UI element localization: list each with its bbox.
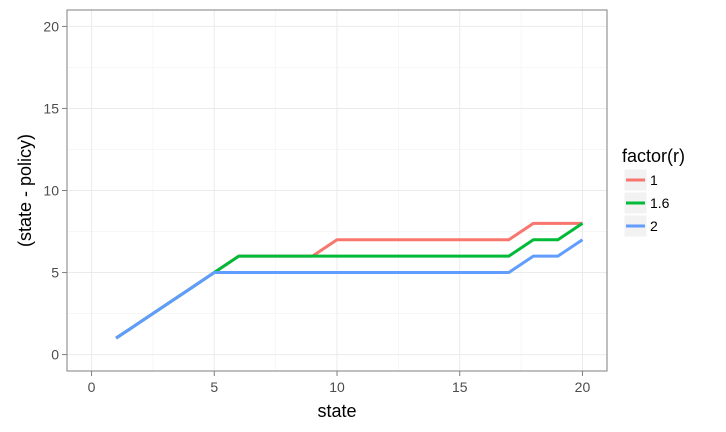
series-lines [115, 221, 584, 340]
major-grid [67, 10, 607, 371]
y-tick-label: 10 [43, 183, 59, 199]
x-tick-label: 5 [210, 379, 218, 395]
y-axis: 0 5 10 15 20 [43, 18, 67, 363]
series-line-2 [115, 238, 584, 340]
x-axis: 0 5 10 15 20 [88, 371, 591, 395]
y-tick-label: 20 [43, 18, 59, 34]
legend-label: 1 [650, 172, 658, 188]
y-tick-label: 5 [51, 265, 59, 281]
x-tick-label: 15 [452, 379, 468, 395]
legend-title: factor(r) [622, 146, 685, 166]
y-tick-label: 15 [43, 100, 59, 116]
x-tick-label: 20 [575, 379, 591, 395]
x-axis-title: state [317, 401, 356, 421]
legend: factor(r) 1 1.6 2 [622, 146, 685, 238]
legend-label: 2 [650, 218, 658, 234]
y-axis-title: (state - policy) [15, 134, 35, 247]
x-tick-label: 10 [329, 379, 345, 395]
y-tick-label: 0 [51, 347, 59, 363]
legend-label: 1.6 [650, 195, 670, 211]
x-tick-label: 0 [88, 379, 96, 395]
